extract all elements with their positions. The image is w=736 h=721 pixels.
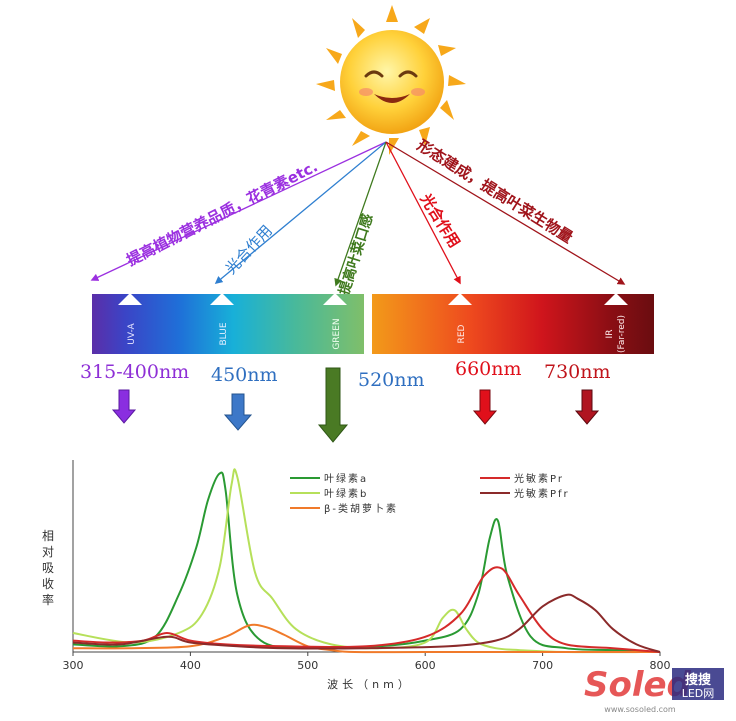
wavelength-blue: 450nm xyxy=(211,364,278,386)
legend-label-pfr: 光敏素Pfr xyxy=(514,487,570,500)
effect-label-blue: 光合作用 xyxy=(222,222,276,278)
band-label-uva: UV-A xyxy=(127,322,137,344)
watermark-sub: LED网 xyxy=(682,687,715,700)
x-tick-label: 800 xyxy=(650,659,671,672)
series-line-3 xyxy=(72,566,661,653)
down-arrow-red-icon xyxy=(472,389,498,425)
series-line-4 xyxy=(72,593,661,653)
down-arrow-purple-icon xyxy=(111,389,137,424)
chart-legend: 叶绿素a 叶绿素b β-类胡萝卜素 光敏素Pr 光敏素Pfr xyxy=(290,472,570,515)
down-arrow-green-icon xyxy=(317,367,349,443)
band-label-ir: IR xyxy=(605,330,615,339)
x-tick-label: 400 xyxy=(180,659,201,672)
wavelength-farred: 730nm xyxy=(544,361,611,383)
watermark-cn: 搜搜 xyxy=(685,672,712,688)
x-tick-label: 500 xyxy=(297,659,318,672)
band-label-red: RED xyxy=(457,324,467,343)
legend-label-chl-b: 叶绿素b xyxy=(324,487,368,500)
effect-label-red: 光合作用 xyxy=(416,190,464,251)
chart-x-label: 波长（nm） xyxy=(327,678,413,691)
wavelength-green: 520nm xyxy=(358,369,425,391)
wavelength-red: 660nm xyxy=(455,358,522,380)
spectrum-bar: UV-A BLUE GREEN RED IR (Far-red) xyxy=(92,293,654,354)
chart-y-label-char: 对 xyxy=(42,545,54,559)
band-label-farred: (Far-red) xyxy=(617,315,627,353)
series-line-2 xyxy=(72,623,660,654)
series-line-1 xyxy=(72,468,661,654)
legend-label-carotene: β-类胡萝卜素 xyxy=(324,502,398,515)
watermark-logo: Soled 搜搜 LED网 www.sosoled.com xyxy=(584,665,724,714)
ray-darkred xyxy=(385,141,626,285)
sun-icon xyxy=(316,5,466,155)
x-tick-label: 600 xyxy=(415,659,436,672)
ray-green xyxy=(334,141,387,287)
ray-blue xyxy=(214,141,387,284)
chart-y-label-char: 率 xyxy=(42,592,54,607)
watermark-url: www.sosoled.com xyxy=(604,705,676,714)
down-arrow-blue-icon xyxy=(223,393,253,431)
chart-y-label-char: 相 xyxy=(42,529,54,543)
down-arrow-darkred-icon xyxy=(574,389,600,425)
chart-y-label-char: 吸 xyxy=(42,561,54,575)
x-tick-label: 300 xyxy=(63,659,84,672)
band-label-green: GREEN xyxy=(332,318,342,349)
ray-red xyxy=(385,141,461,285)
legend-label-chl-a: 叶绿素a xyxy=(324,472,368,485)
chart-y-label-char: 收 xyxy=(42,577,54,591)
band-label-blue: BLUE xyxy=(219,322,229,345)
effect-label-purple: 提高植物营养品质，花青素etc. xyxy=(124,157,321,269)
legend-label-pr: 光敏素Pr xyxy=(514,472,564,485)
x-tick-label: 700 xyxy=(532,659,553,672)
ray-purple xyxy=(90,141,387,281)
wavelength-uva: 315-400nm xyxy=(80,361,189,383)
effect-label-green: 提高叶菜口感 xyxy=(336,212,377,297)
